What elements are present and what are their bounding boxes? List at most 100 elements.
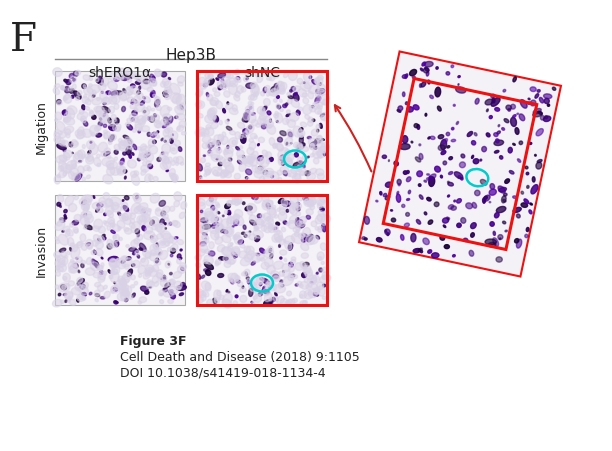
Ellipse shape (170, 273, 172, 275)
Ellipse shape (228, 257, 236, 265)
Ellipse shape (271, 172, 279, 180)
Ellipse shape (209, 198, 213, 202)
Ellipse shape (493, 238, 499, 247)
Ellipse shape (255, 197, 258, 200)
Ellipse shape (269, 298, 272, 301)
Ellipse shape (62, 142, 65, 145)
Ellipse shape (121, 256, 127, 261)
Ellipse shape (280, 205, 286, 210)
Ellipse shape (173, 272, 182, 279)
Ellipse shape (142, 214, 150, 222)
Ellipse shape (262, 279, 269, 285)
Ellipse shape (95, 126, 100, 132)
Ellipse shape (141, 126, 149, 133)
Ellipse shape (230, 82, 237, 87)
Ellipse shape (255, 74, 259, 78)
Ellipse shape (68, 297, 71, 300)
Ellipse shape (122, 214, 129, 221)
Ellipse shape (252, 197, 257, 200)
Ellipse shape (171, 94, 180, 103)
Ellipse shape (308, 118, 313, 123)
Ellipse shape (283, 221, 287, 225)
Ellipse shape (70, 224, 73, 228)
Ellipse shape (211, 142, 217, 148)
Ellipse shape (124, 138, 132, 149)
Ellipse shape (172, 177, 177, 183)
Ellipse shape (248, 102, 252, 106)
Ellipse shape (299, 128, 303, 133)
Ellipse shape (241, 88, 246, 93)
Ellipse shape (288, 120, 296, 128)
Ellipse shape (449, 172, 453, 175)
Ellipse shape (160, 293, 163, 296)
Ellipse shape (263, 88, 267, 93)
Ellipse shape (310, 144, 315, 151)
Ellipse shape (315, 80, 319, 85)
Ellipse shape (59, 249, 65, 253)
Ellipse shape (260, 112, 265, 116)
Ellipse shape (267, 125, 275, 135)
Ellipse shape (228, 292, 230, 294)
Ellipse shape (283, 276, 294, 286)
Ellipse shape (132, 145, 137, 150)
Ellipse shape (132, 175, 140, 186)
Ellipse shape (308, 276, 317, 284)
Ellipse shape (266, 161, 270, 165)
Ellipse shape (321, 114, 324, 118)
Ellipse shape (254, 172, 263, 179)
Ellipse shape (278, 178, 282, 182)
Ellipse shape (124, 142, 131, 146)
Ellipse shape (288, 174, 291, 177)
Ellipse shape (225, 210, 228, 215)
Ellipse shape (278, 212, 287, 221)
Ellipse shape (243, 156, 253, 167)
Ellipse shape (212, 223, 219, 229)
Ellipse shape (446, 133, 450, 137)
Ellipse shape (149, 175, 153, 181)
Ellipse shape (82, 283, 88, 290)
Ellipse shape (535, 95, 539, 99)
Ellipse shape (307, 174, 316, 181)
Ellipse shape (280, 299, 288, 307)
Ellipse shape (170, 84, 181, 96)
Ellipse shape (318, 257, 321, 261)
Ellipse shape (474, 133, 477, 137)
Ellipse shape (285, 150, 291, 156)
Ellipse shape (61, 164, 71, 174)
Ellipse shape (313, 159, 319, 165)
Ellipse shape (277, 296, 285, 304)
Ellipse shape (140, 209, 147, 216)
Ellipse shape (226, 127, 232, 131)
Ellipse shape (203, 84, 207, 87)
Ellipse shape (146, 154, 154, 163)
Ellipse shape (260, 119, 266, 125)
Ellipse shape (425, 114, 427, 117)
Ellipse shape (205, 74, 210, 79)
Ellipse shape (530, 87, 536, 92)
Ellipse shape (168, 248, 171, 252)
Ellipse shape (224, 92, 230, 98)
Ellipse shape (315, 97, 321, 104)
Ellipse shape (234, 96, 240, 102)
Ellipse shape (291, 100, 299, 108)
Ellipse shape (214, 136, 223, 143)
Ellipse shape (421, 83, 426, 88)
Ellipse shape (101, 92, 103, 94)
Ellipse shape (267, 283, 277, 291)
Ellipse shape (54, 252, 61, 258)
Ellipse shape (301, 234, 305, 238)
Ellipse shape (196, 290, 204, 296)
Ellipse shape (110, 270, 114, 274)
Ellipse shape (306, 209, 313, 215)
Ellipse shape (406, 213, 409, 217)
Ellipse shape (73, 228, 78, 233)
Ellipse shape (261, 226, 267, 232)
Ellipse shape (58, 235, 69, 246)
Ellipse shape (105, 206, 114, 216)
Ellipse shape (223, 84, 226, 87)
Ellipse shape (151, 238, 156, 243)
Ellipse shape (148, 146, 151, 148)
Ellipse shape (205, 170, 211, 176)
Ellipse shape (116, 92, 122, 96)
Ellipse shape (234, 235, 239, 240)
